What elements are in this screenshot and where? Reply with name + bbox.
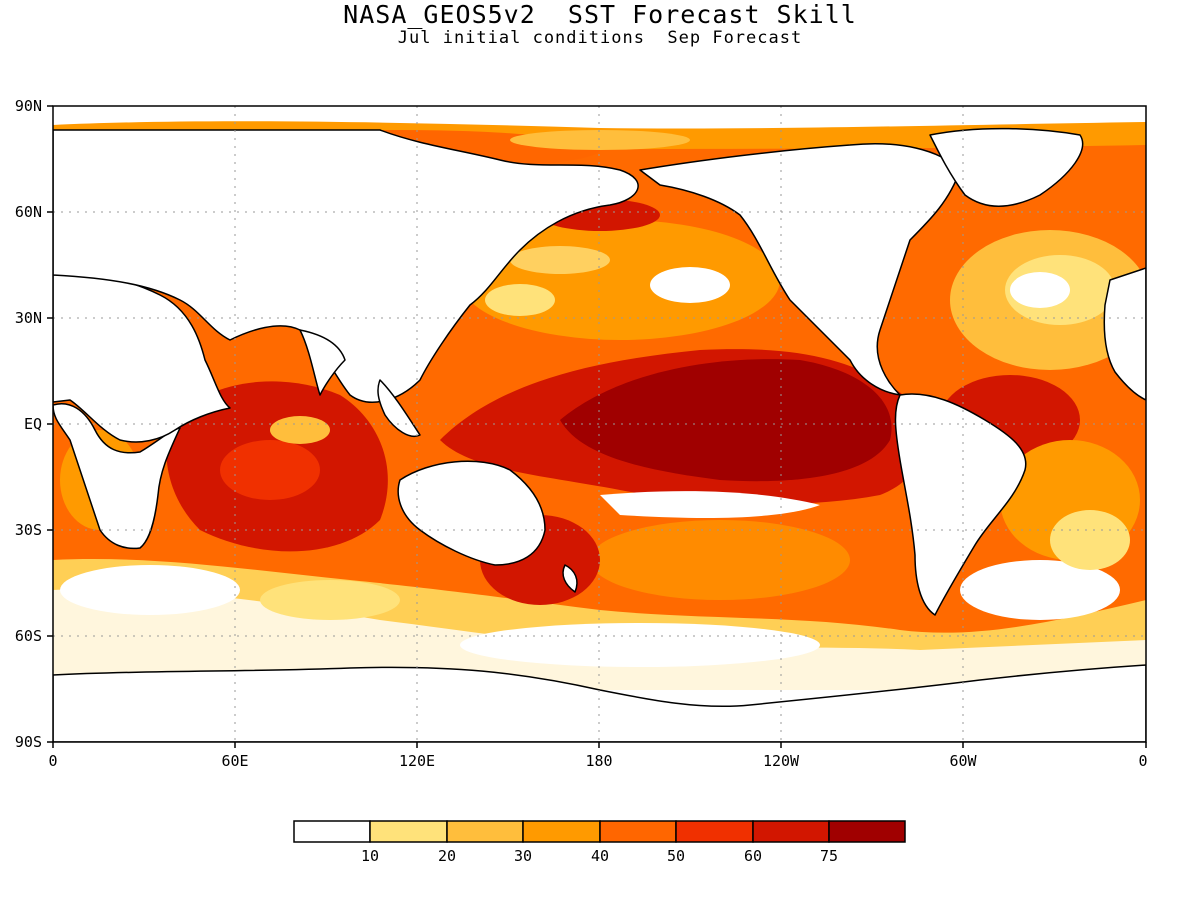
- colorbar-swatch-0: [293, 820, 371, 843]
- map-title: NASA_GEOS5v2 SST Forecast Skill: [343, 0, 857, 29]
- colorbar: [293, 820, 906, 843]
- lat-label-60n: 60N: [15, 203, 42, 221]
- lat-label-90s: 90S: [15, 733, 42, 751]
- lat-label-30n: 30N: [15, 309, 42, 327]
- lon-label-120w: 120W: [763, 752, 800, 770]
- colorbar-swatch-4: [599, 820, 677, 843]
- colorbar-swatch-3: [522, 820, 601, 843]
- colorbar-swatch-7: [828, 820, 906, 843]
- colorbar-swatch-1: [369, 820, 448, 843]
- colorbar-label-60: 60: [744, 847, 762, 865]
- lon-label-60e: 60E: [221, 752, 248, 770]
- lat-label-60s: 60S: [15, 627, 42, 645]
- lon-label-0: 0: [48, 752, 57, 770]
- colorbar-label-75: 75: [820, 847, 838, 865]
- lon-tick-marks: [52, 742, 1147, 748]
- colorbar-label-40: 40: [591, 847, 609, 865]
- colorbar-label-20: 20: [438, 847, 456, 865]
- colorbar-swatch-2: [446, 820, 524, 843]
- lat-label-eq: EQ: [24, 415, 42, 433]
- lat-label-90n: 90N: [15, 97, 42, 115]
- graticule: [53, 106, 1146, 742]
- land-coastlines: [53, 127, 1146, 742]
- lon-label-60w: 60W: [949, 752, 977, 770]
- lat-tick-marks: [47, 105, 53, 743]
- lon-label-120e: 120E: [399, 752, 435, 770]
- lat-label-30s: 30S: [15, 521, 42, 539]
- lon-label-0-east: 0: [1138, 752, 1147, 770]
- lon-label-180: 180: [585, 752, 612, 770]
- colorbar-label-10: 10: [361, 847, 379, 865]
- map-subtitle: Jul initial conditions Sep Forecast: [397, 28, 803, 48]
- colorbar-swatch-6: [752, 820, 830, 843]
- colorbar-label-50: 50: [667, 847, 685, 865]
- sst-skill-field: [53, 106, 1146, 742]
- colorbar-swatch-5: [675, 820, 754, 843]
- colorbar-label-30: 30: [514, 847, 532, 865]
